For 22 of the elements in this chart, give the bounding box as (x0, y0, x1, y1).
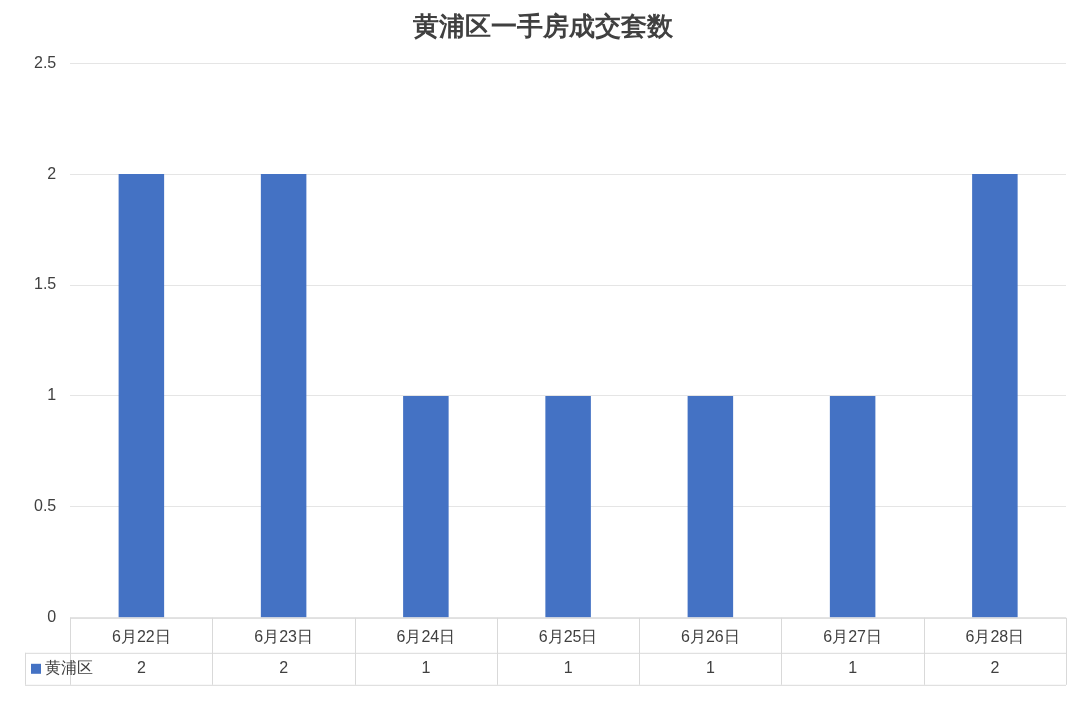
x-tick-label: 6月24日 (396, 627, 456, 645)
data-label: 2 (990, 659, 1000, 677)
y-tick-label: 2 (47, 164, 57, 182)
data-label: 2 (279, 659, 289, 677)
data-label: 2 (136, 659, 146, 677)
y-tick-label: 2.5 (33, 53, 57, 71)
y-tick-label: 1.5 (33, 275, 57, 293)
x-tick-label: 6月26日 (681, 627, 740, 645)
x-tick-label: 6月27日 (823, 627, 882, 645)
data-label: 1 (848, 659, 858, 677)
y-tick-label: 0.5 (33, 497, 57, 515)
legend-label: 黄浦区 (45, 659, 93, 677)
data-label: 1 (563, 659, 573, 677)
y-tick-label: 0 (47, 608, 57, 626)
y-tick-label: 1 (47, 386, 57, 404)
data-label: 1 (421, 659, 431, 677)
x-tick-label: 6月28日 (965, 627, 1025, 645)
x-tick-label: 6月22日 (112, 627, 171, 645)
x-tick-label: 6月23日 (254, 627, 313, 645)
data-label: 1 (705, 659, 715, 677)
chart-title: 黄浦区一手房成交套数 (412, 10, 674, 41)
x-tick-label: 6月25日 (538, 627, 598, 645)
